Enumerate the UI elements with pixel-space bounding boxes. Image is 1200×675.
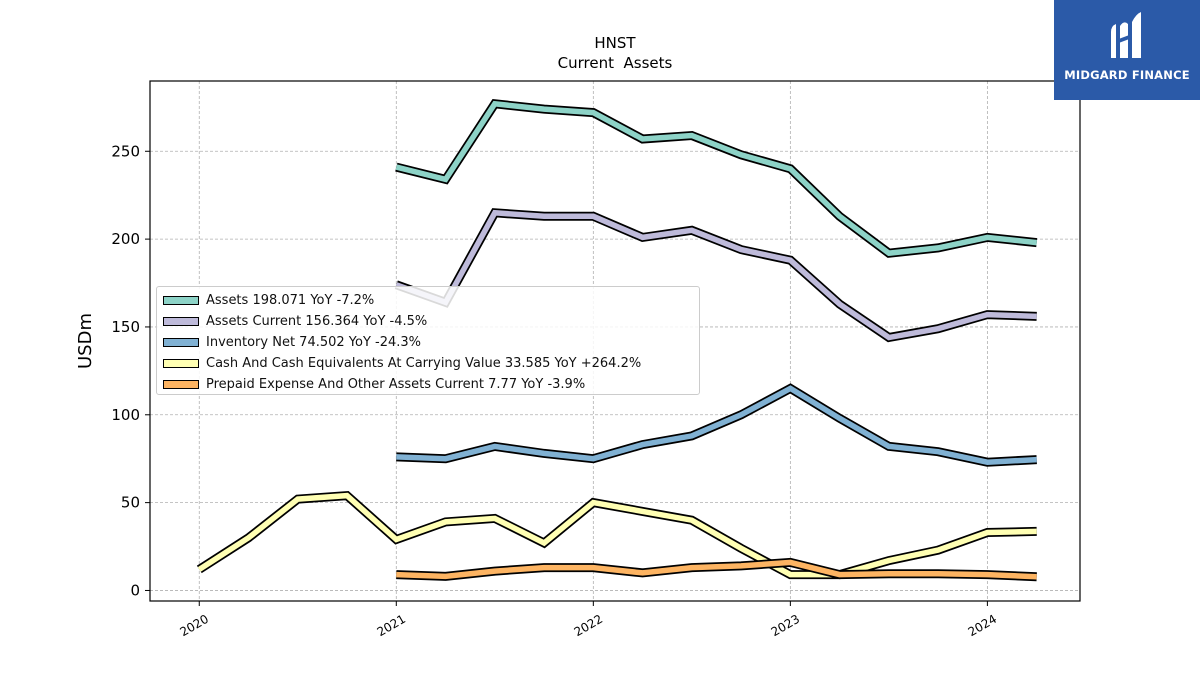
y-tick-label: 100 [111, 406, 140, 424]
logo-text: MIDGARD FINANCE [1064, 68, 1190, 82]
legend-item-cash: Cash And Cash Equivalents At Carrying Va… [163, 353, 693, 374]
legend-item-prepaid: Prepaid Expense And Other Assets Current… [163, 374, 693, 395]
x-tick-label: 2024 [966, 612, 999, 639]
legend-label: Assets 198.071 YoY -7.2% [206, 293, 375, 308]
y-tick-label: 50 [121, 494, 140, 512]
y-tick-label: 0 [130, 581, 140, 599]
series-outline-assets [395, 99, 1038, 258]
x-tick-label: 2020 [178, 612, 211, 639]
x-tick-label: 2021 [375, 612, 408, 639]
chart-legend: Assets 198.071 YoY -7.2% Assets Current … [156, 286, 700, 395]
legend-label: Prepaid Expense And Other Assets Current… [206, 377, 586, 392]
legend-item-assets-current: Assets Current 156.364 YoY -4.5% [163, 311, 693, 332]
y-tick-label: 250 [111, 142, 140, 160]
y-tick-label: 150 [111, 318, 140, 336]
series-line-prepaid-expense-and-other-assets-current [396, 559, 1037, 580]
chart-title: HNST [594, 34, 636, 52]
chart-subtitle: Current Assets [558, 54, 673, 72]
series-line-assets [395, 100, 1037, 257]
legend-item-assets: Assets 198.071 YoY -7.2% [163, 290, 693, 311]
series-line-assets-current [395, 209, 1037, 341]
legend-label: Assets Current 156.364 YoY -4.5% [206, 314, 428, 329]
series-line-inventory-net [396, 385, 1037, 465]
brand-logo: MIDGARD FINANCE [1054, 0, 1200, 100]
x-tick-label: 2022 [572, 612, 605, 639]
plot-area-frame [149, 80, 1081, 602]
midgard-logo-icon [1111, 12, 1141, 58]
x-tick-label: 2023 [769, 612, 802, 639]
legend-swatch-inventory-net [163, 338, 199, 347]
legend-label: Inventory Net 74.502 YoY -24.3% [206, 335, 422, 350]
legend-swatch-assets-current [163, 317, 199, 326]
legend-swatch-prepaid [163, 380, 199, 389]
y-tick-label: 200 [111, 230, 140, 248]
legend-swatch-assets [163, 296, 199, 305]
legend-label: Cash And Cash Equivalents At Carrying Va… [206, 356, 642, 371]
series-layer [196, 99, 1038, 582]
legend-item-inventory-net: Inventory Net 74.502 YoY -24.3% [163, 332, 693, 353]
series-line-cash-and-cash-equivalents-at-carrying-value [197, 492, 1037, 578]
legend-swatch-cash [163, 359, 199, 368]
y-axis-label: USDm [75, 313, 96, 369]
